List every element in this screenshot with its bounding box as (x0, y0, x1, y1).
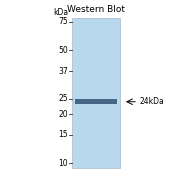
Text: 37: 37 (58, 67, 68, 76)
Text: 15: 15 (58, 130, 68, 139)
Text: kDa: kDa (53, 8, 68, 17)
Bar (72, 18, 120, 168)
Text: 20: 20 (58, 110, 68, 119)
Text: Western Blot: Western Blot (67, 5, 125, 14)
Text: 10: 10 (58, 159, 68, 168)
Text: 24kDa: 24kDa (140, 97, 165, 106)
Bar (75, 99, 117, 104)
Text: 25: 25 (58, 94, 68, 103)
Text: 50: 50 (58, 46, 68, 55)
Text: 75: 75 (58, 17, 68, 26)
